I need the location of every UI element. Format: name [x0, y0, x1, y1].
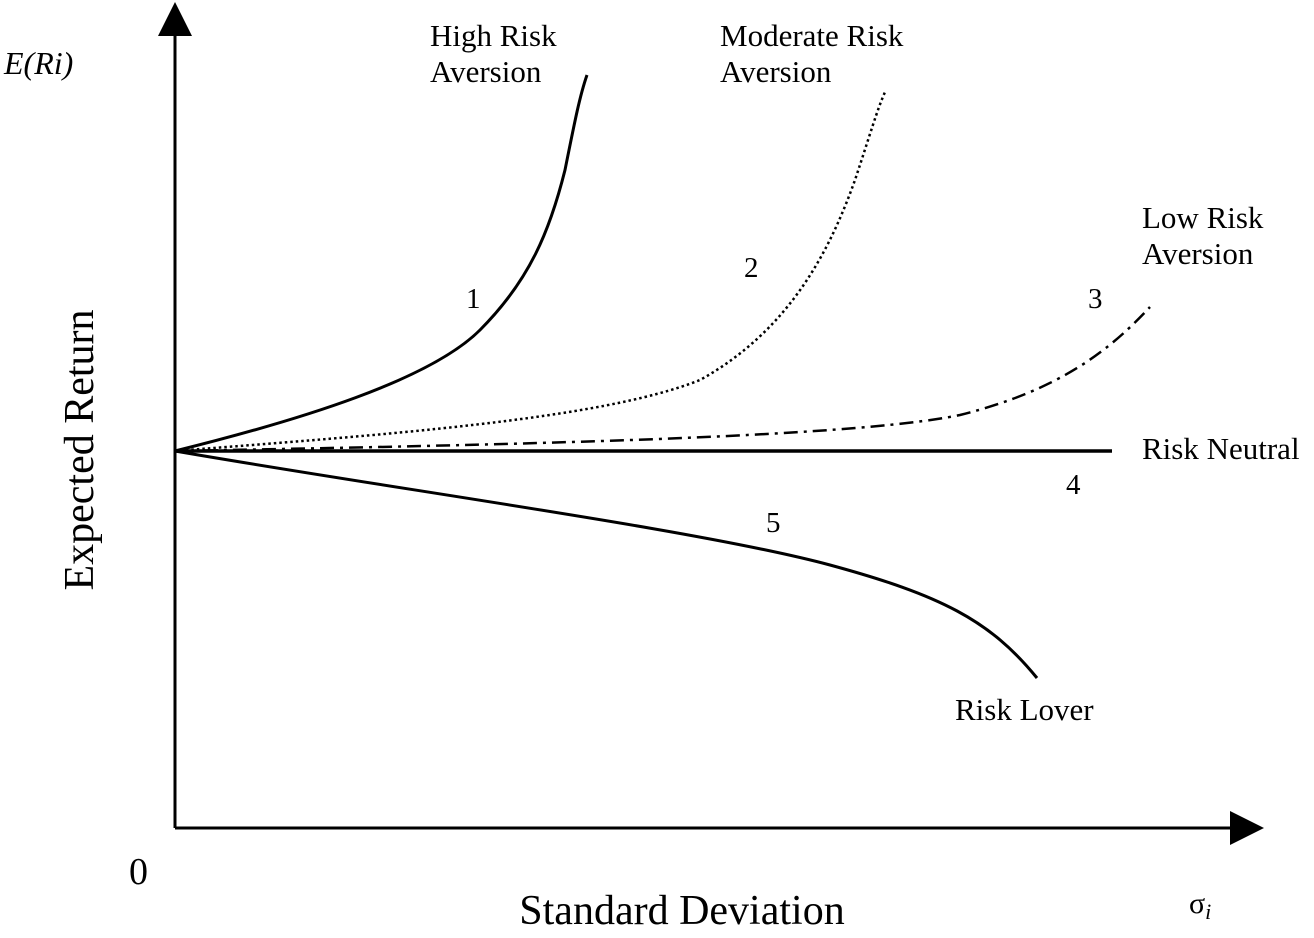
curve-low-risk-aversion: [174, 306, 1151, 453]
curve-moderate-risk-aversion: [174, 91, 887, 453]
curve-number-2: 2: [744, 252, 759, 284]
x-axis-symbol-base: σ: [1189, 887, 1205, 920]
label-high-risk-aversion-line-1: High Risk: [430, 18, 557, 53]
label-moderate-risk-aversion-line-2: Aversion: [720, 54, 832, 89]
curve-number-3: 3: [1088, 283, 1103, 315]
label-low-risk-aversion-line-2: Aversion: [1142, 236, 1254, 271]
label-risk-lover: Risk Lover: [955, 692, 1094, 727]
x-axis-symbol: σi: [1189, 887, 1211, 924]
label-moderate-risk-aversion-line-1: Moderate Risk: [720, 18, 904, 53]
curve-number-1: 1: [466, 283, 481, 315]
y-axis-arrowhead: [158, 2, 192, 36]
label-low-risk-aversion: Low Risk Aversion: [1142, 200, 1271, 271]
y-axis-symbol: E(Ri): [3, 45, 73, 81]
origin-label: 0: [129, 851, 148, 893]
curve-risk-lover: [174, 449, 1039, 679]
curve-number-4: 4: [1066, 469, 1081, 501]
label-risk-neutral: Risk Neutral: [1142, 431, 1300, 466]
x-axis-label: Standard Deviation: [519, 888, 844, 934]
curves: [174, 74, 1151, 679]
y-axis-label: Expected Return: [57, 309, 103, 590]
x-axis-arrowhead: [1230, 811, 1264, 845]
label-moderate-risk-aversion: Moderate Risk Aversion: [720, 18, 911, 89]
x-axis-symbol-subscript: i: [1205, 899, 1211, 924]
axes: [158, 2, 1264, 845]
label-low-risk-aversion-line-1: Low Risk: [1142, 200, 1264, 235]
label-high-risk-aversion: High Risk Aversion: [430, 18, 564, 89]
curve-high-risk-aversion: [174, 74, 589, 453]
label-high-risk-aversion-line-2: Aversion: [430, 54, 542, 89]
curve-number-5: 5: [766, 507, 781, 539]
